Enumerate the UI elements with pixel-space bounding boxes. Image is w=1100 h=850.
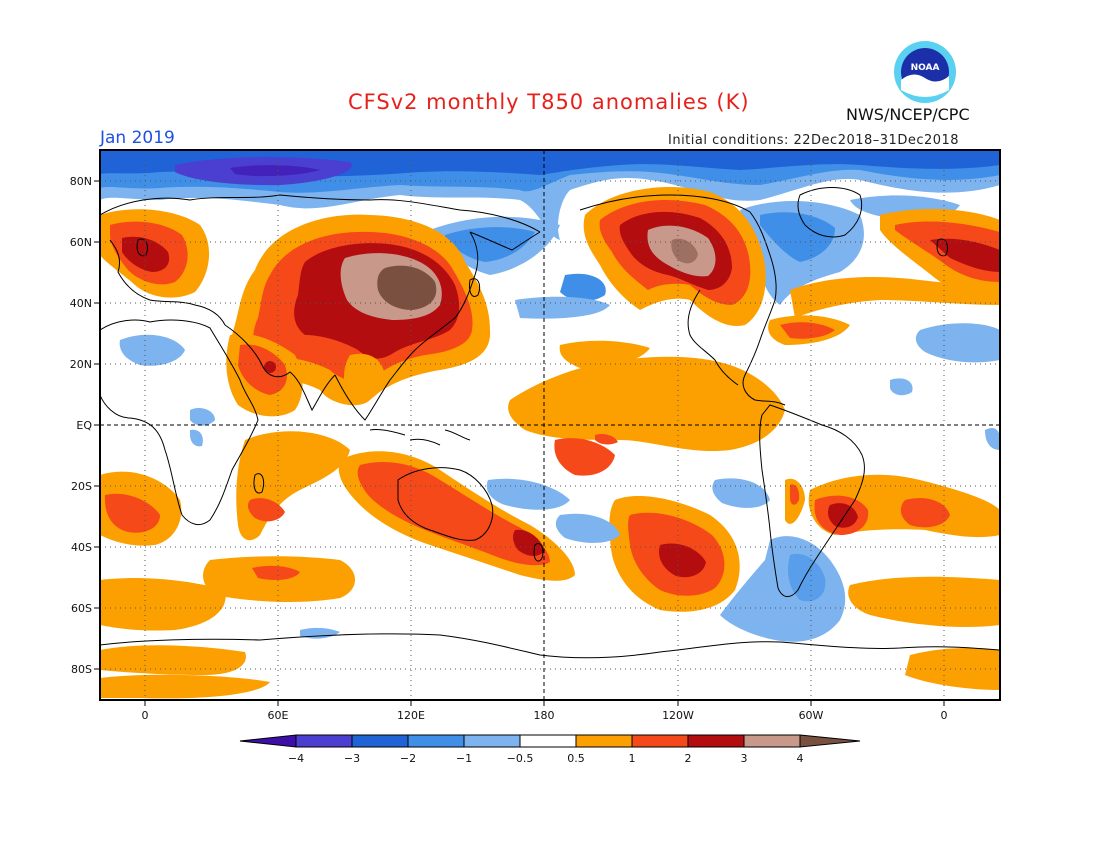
anomaly-field bbox=[100, 150, 1000, 699]
lon-label: 0 bbox=[142, 709, 149, 722]
lat-label: 80S bbox=[71, 663, 92, 676]
logo-text: NOAA bbox=[911, 63, 940, 73]
europe-warm-anomaly bbox=[100, 208, 1000, 298]
legend-label: 1 bbox=[629, 752, 636, 765]
legend-swatch-min bbox=[239, 734, 297, 748]
legend-swatch bbox=[575, 734, 633, 748]
agency-label: NWS/NCEP/CPC bbox=[846, 105, 970, 124]
legend-swatch bbox=[295, 734, 353, 748]
legend-label: 2 bbox=[685, 752, 692, 765]
lon-label: 180 bbox=[534, 709, 555, 722]
coastlines bbox=[100, 187, 1000, 659]
legend-swatch bbox=[351, 734, 409, 748]
south-pacific-warm-anomaly bbox=[609, 495, 740, 612]
legend-label: 4 bbox=[797, 752, 804, 765]
legend-swatch bbox=[631, 734, 689, 748]
legend-label: 3 bbox=[741, 752, 748, 765]
lat-label: 60S bbox=[71, 602, 92, 615]
lon-label: 120W bbox=[662, 709, 694, 722]
lon-label: 120E bbox=[397, 709, 425, 722]
legend-label: −3 bbox=[344, 752, 360, 765]
lon-label: 60W bbox=[799, 709, 824, 722]
lat-label: EQ bbox=[76, 419, 92, 432]
lat-label: 20N bbox=[70, 358, 92, 371]
initial-conditions: Initial conditions: 22Dec2018–31Dec2018 bbox=[668, 133, 960, 148]
forecast-month: Jan 2019 bbox=[100, 128, 175, 148]
north-america-warm-anomaly bbox=[583, 186, 766, 326]
lat-label: 40N bbox=[70, 297, 92, 310]
south-atlantic-warm-anomaly bbox=[100, 471, 1000, 546]
lon-label: 60E bbox=[268, 709, 289, 722]
lat-label: 60N bbox=[70, 236, 92, 249]
lat-label: 20S bbox=[71, 480, 92, 493]
legend-swatch-max bbox=[799, 734, 861, 748]
legend-swatch bbox=[743, 734, 801, 748]
legend-swatch bbox=[519, 734, 577, 748]
lat-label: 40S bbox=[71, 541, 92, 554]
arctic-cold-anomaly bbox=[100, 150, 1000, 240]
legend-swatch bbox=[463, 734, 521, 748]
noaa-logo-icon: NOAA bbox=[894, 41, 956, 103]
chart-title: CFSv2 monthly T850 anomalies (K) bbox=[348, 90, 750, 114]
asia-warm-anomaly bbox=[227, 214, 491, 406]
legend-label: −2 bbox=[400, 752, 416, 765]
legend-label: −4 bbox=[288, 752, 304, 765]
color-legend: −4 −3 −2 −1 −0.5 0.5 1 2 3 4 bbox=[239, 734, 861, 765]
legend-label: −0.5 bbox=[507, 752, 534, 765]
lat-label: 80N bbox=[70, 175, 92, 188]
legend-swatch bbox=[407, 734, 465, 748]
legend-label: −1 bbox=[456, 752, 472, 765]
legend-swatch bbox=[687, 734, 745, 748]
lon-label: 0 bbox=[941, 709, 948, 722]
legend-label: 0.5 bbox=[567, 752, 585, 765]
